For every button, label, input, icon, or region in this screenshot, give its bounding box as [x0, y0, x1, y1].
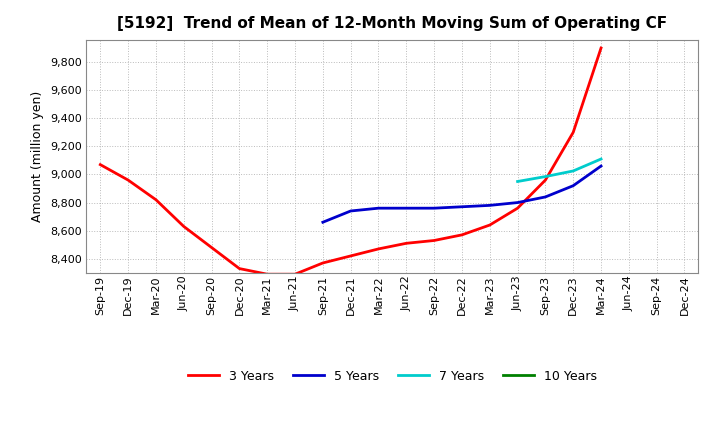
- Y-axis label: Amount (million yen): Amount (million yen): [31, 91, 44, 222]
- Legend: 3 Years, 5 Years, 7 Years, 10 Years: 3 Years, 5 Years, 7 Years, 10 Years: [183, 365, 602, 388]
- Title: [5192]  Trend of Mean of 12-Month Moving Sum of Operating CF: [5192] Trend of Mean of 12-Month Moving …: [117, 16, 667, 32]
